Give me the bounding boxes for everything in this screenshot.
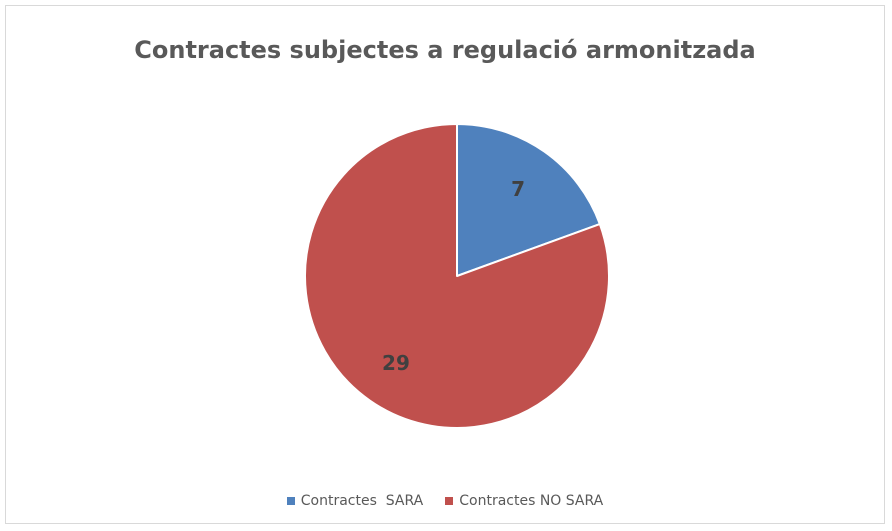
legend: Contractes SARA Contractes NO SARA xyxy=(6,493,884,509)
legend-item-no-sara: Contractes NO SARA xyxy=(445,493,603,509)
chart-area: Contractes subjectes a regulació armonit… xyxy=(5,5,885,524)
legend-swatch-sara xyxy=(286,497,295,505)
legend-swatch-no-sara xyxy=(445,497,454,505)
data-label-no-sara: 29 xyxy=(382,351,410,375)
pie-chart: 7 29 xyxy=(304,123,610,429)
data-label-sara: 7 xyxy=(511,177,525,201)
chart-title: Contractes subjectes a regulació armonit… xyxy=(134,36,756,64)
legend-item-sara: Contractes SARA xyxy=(286,493,424,509)
legend-label-no-sara: Contractes NO SARA xyxy=(459,493,604,509)
legend-label-sara: Contractes SARA xyxy=(300,493,424,509)
pie-slice-sara xyxy=(456,123,601,277)
pie-slice-no-sara xyxy=(304,123,610,429)
